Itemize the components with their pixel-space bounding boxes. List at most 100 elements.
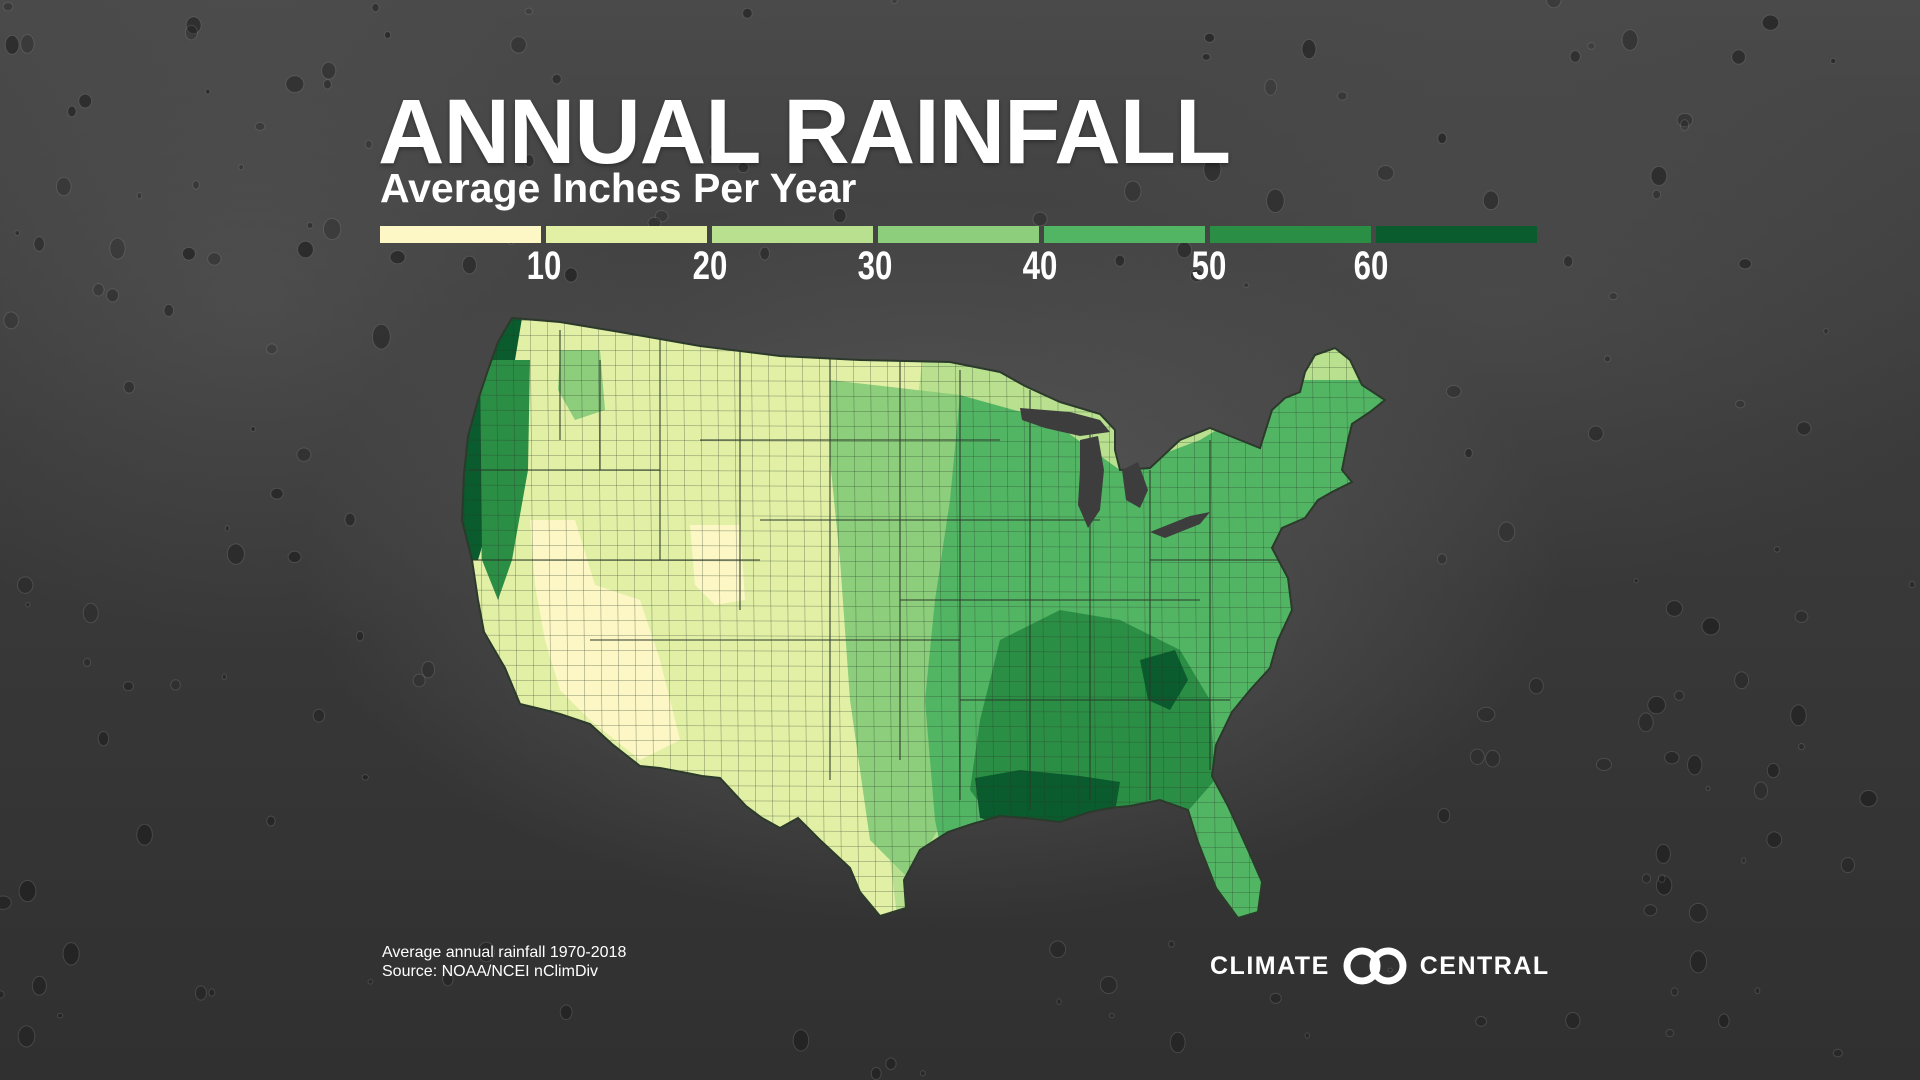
raindrop <box>1203 156 1222 182</box>
county-line <box>886 318 894 918</box>
raindrop <box>192 180 200 190</box>
raindrop <box>1705 785 1711 792</box>
raindrop <box>1032 211 1048 227</box>
raindrop <box>885 1057 897 1071</box>
county-line <box>835 318 843 918</box>
raindrop <box>371 3 380 13</box>
raindrop <box>1641 873 1652 884</box>
raindrop <box>355 630 365 642</box>
raindrop <box>1638 712 1654 733</box>
raindrop <box>122 681 134 692</box>
county-line <box>462 319 1385 324</box>
raindrop <box>207 252 222 266</box>
county-line <box>440 920 1420 923</box>
raindrop <box>20 34 35 54</box>
raindrop <box>742 7 753 19</box>
raindrop <box>254 121 266 131</box>
county-line <box>920 318 928 918</box>
raindrop <box>564 267 578 283</box>
raindrop <box>1773 546 1781 553</box>
county-line <box>440 305 1420 308</box>
county-line <box>462 318 469 918</box>
raindrop <box>1528 677 1544 695</box>
raindrop <box>136 192 143 200</box>
raindrop <box>371 323 391 350</box>
raindrop <box>194 985 207 1001</box>
lake-erie <box>1150 512 1210 538</box>
footnote: Average annual rainfall 1970-2018 Source… <box>382 943 626 981</box>
raindrop <box>361 774 369 781</box>
raindrop <box>1595 757 1613 772</box>
raindrop <box>1264 78 1278 96</box>
raindrop <box>1477 706 1496 723</box>
raindrop <box>1056 998 1062 1006</box>
raindrop <box>78 93 93 109</box>
raindrop <box>92 283 105 297</box>
raindrop <box>224 525 230 532</box>
logo-word-climate: CLIMATE <box>1210 951 1330 980</box>
zone-appalachia-wettest <box>1140 650 1188 710</box>
raindrop <box>367 978 374 985</box>
county-line <box>445 300 451 940</box>
raindrop <box>1731 49 1746 65</box>
raindrop <box>792 1029 810 1052</box>
raindrop <box>946 129 953 135</box>
raindrop <box>1482 190 1500 211</box>
raindrop <box>1124 180 1142 202</box>
raindrop <box>737 162 750 174</box>
raindrop <box>523 154 535 168</box>
raindrop <box>1718 1013 1730 1029</box>
county-line <box>462 544 1385 549</box>
raindrop <box>2 1 14 12</box>
raindrop <box>185 16 202 35</box>
raindrop <box>1569 50 1581 63</box>
raindrop <box>1587 425 1604 442</box>
raindrop <box>1498 521 1516 543</box>
raindrop <box>477 941 495 963</box>
raindrop <box>384 31 392 39</box>
raindrop <box>0 895 12 910</box>
raindrop <box>1099 975 1118 995</box>
raindrop <box>1790 704 1807 727</box>
raindrop <box>296 447 312 462</box>
raindrop <box>1266 188 1285 214</box>
county-line <box>462 604 1385 609</box>
raindrop <box>1687 754 1703 776</box>
raindrop <box>221 673 227 680</box>
raindrop <box>919 1070 926 1077</box>
raindrop <box>421 660 436 679</box>
raindrop <box>1676 112 1694 128</box>
county-line <box>818 318 826 918</box>
raindrop <box>0 990 5 999</box>
raindrop <box>1657 874 1666 883</box>
county-line <box>1414 300 1420 940</box>
raindrop <box>389 250 406 265</box>
raindrop <box>1766 831 1783 848</box>
raindrop <box>265 343 278 355</box>
county-line <box>462 874 1385 879</box>
county-line <box>462 859 1385 864</box>
raindrop <box>1464 448 1473 459</box>
raindrop <box>1633 578 1639 584</box>
raindrop <box>1689 950 1708 974</box>
zone-gulf-coast-wettest <box>975 770 1120 826</box>
raindrop <box>136 823 153 846</box>
raindrop <box>1243 282 1250 288</box>
county-line <box>852 318 860 918</box>
raindrop <box>1387 967 1393 973</box>
raindrop <box>1608 292 1618 301</box>
county-line <box>462 844 1385 849</box>
raindrop <box>344 512 356 527</box>
raindrop <box>1445 385 1462 398</box>
raindrop <box>1587 42 1596 50</box>
raindrop <box>123 380 135 394</box>
raindrop <box>62 942 80 966</box>
raindrop <box>170 679 181 691</box>
raindrop <box>17 1025 36 1048</box>
county-line <box>462 664 1385 669</box>
raindrop <box>1670 987 1679 997</box>
legend-bin-1 <box>380 226 541 243</box>
county-line <box>462 484 1385 489</box>
raindrop <box>1664 750 1680 765</box>
